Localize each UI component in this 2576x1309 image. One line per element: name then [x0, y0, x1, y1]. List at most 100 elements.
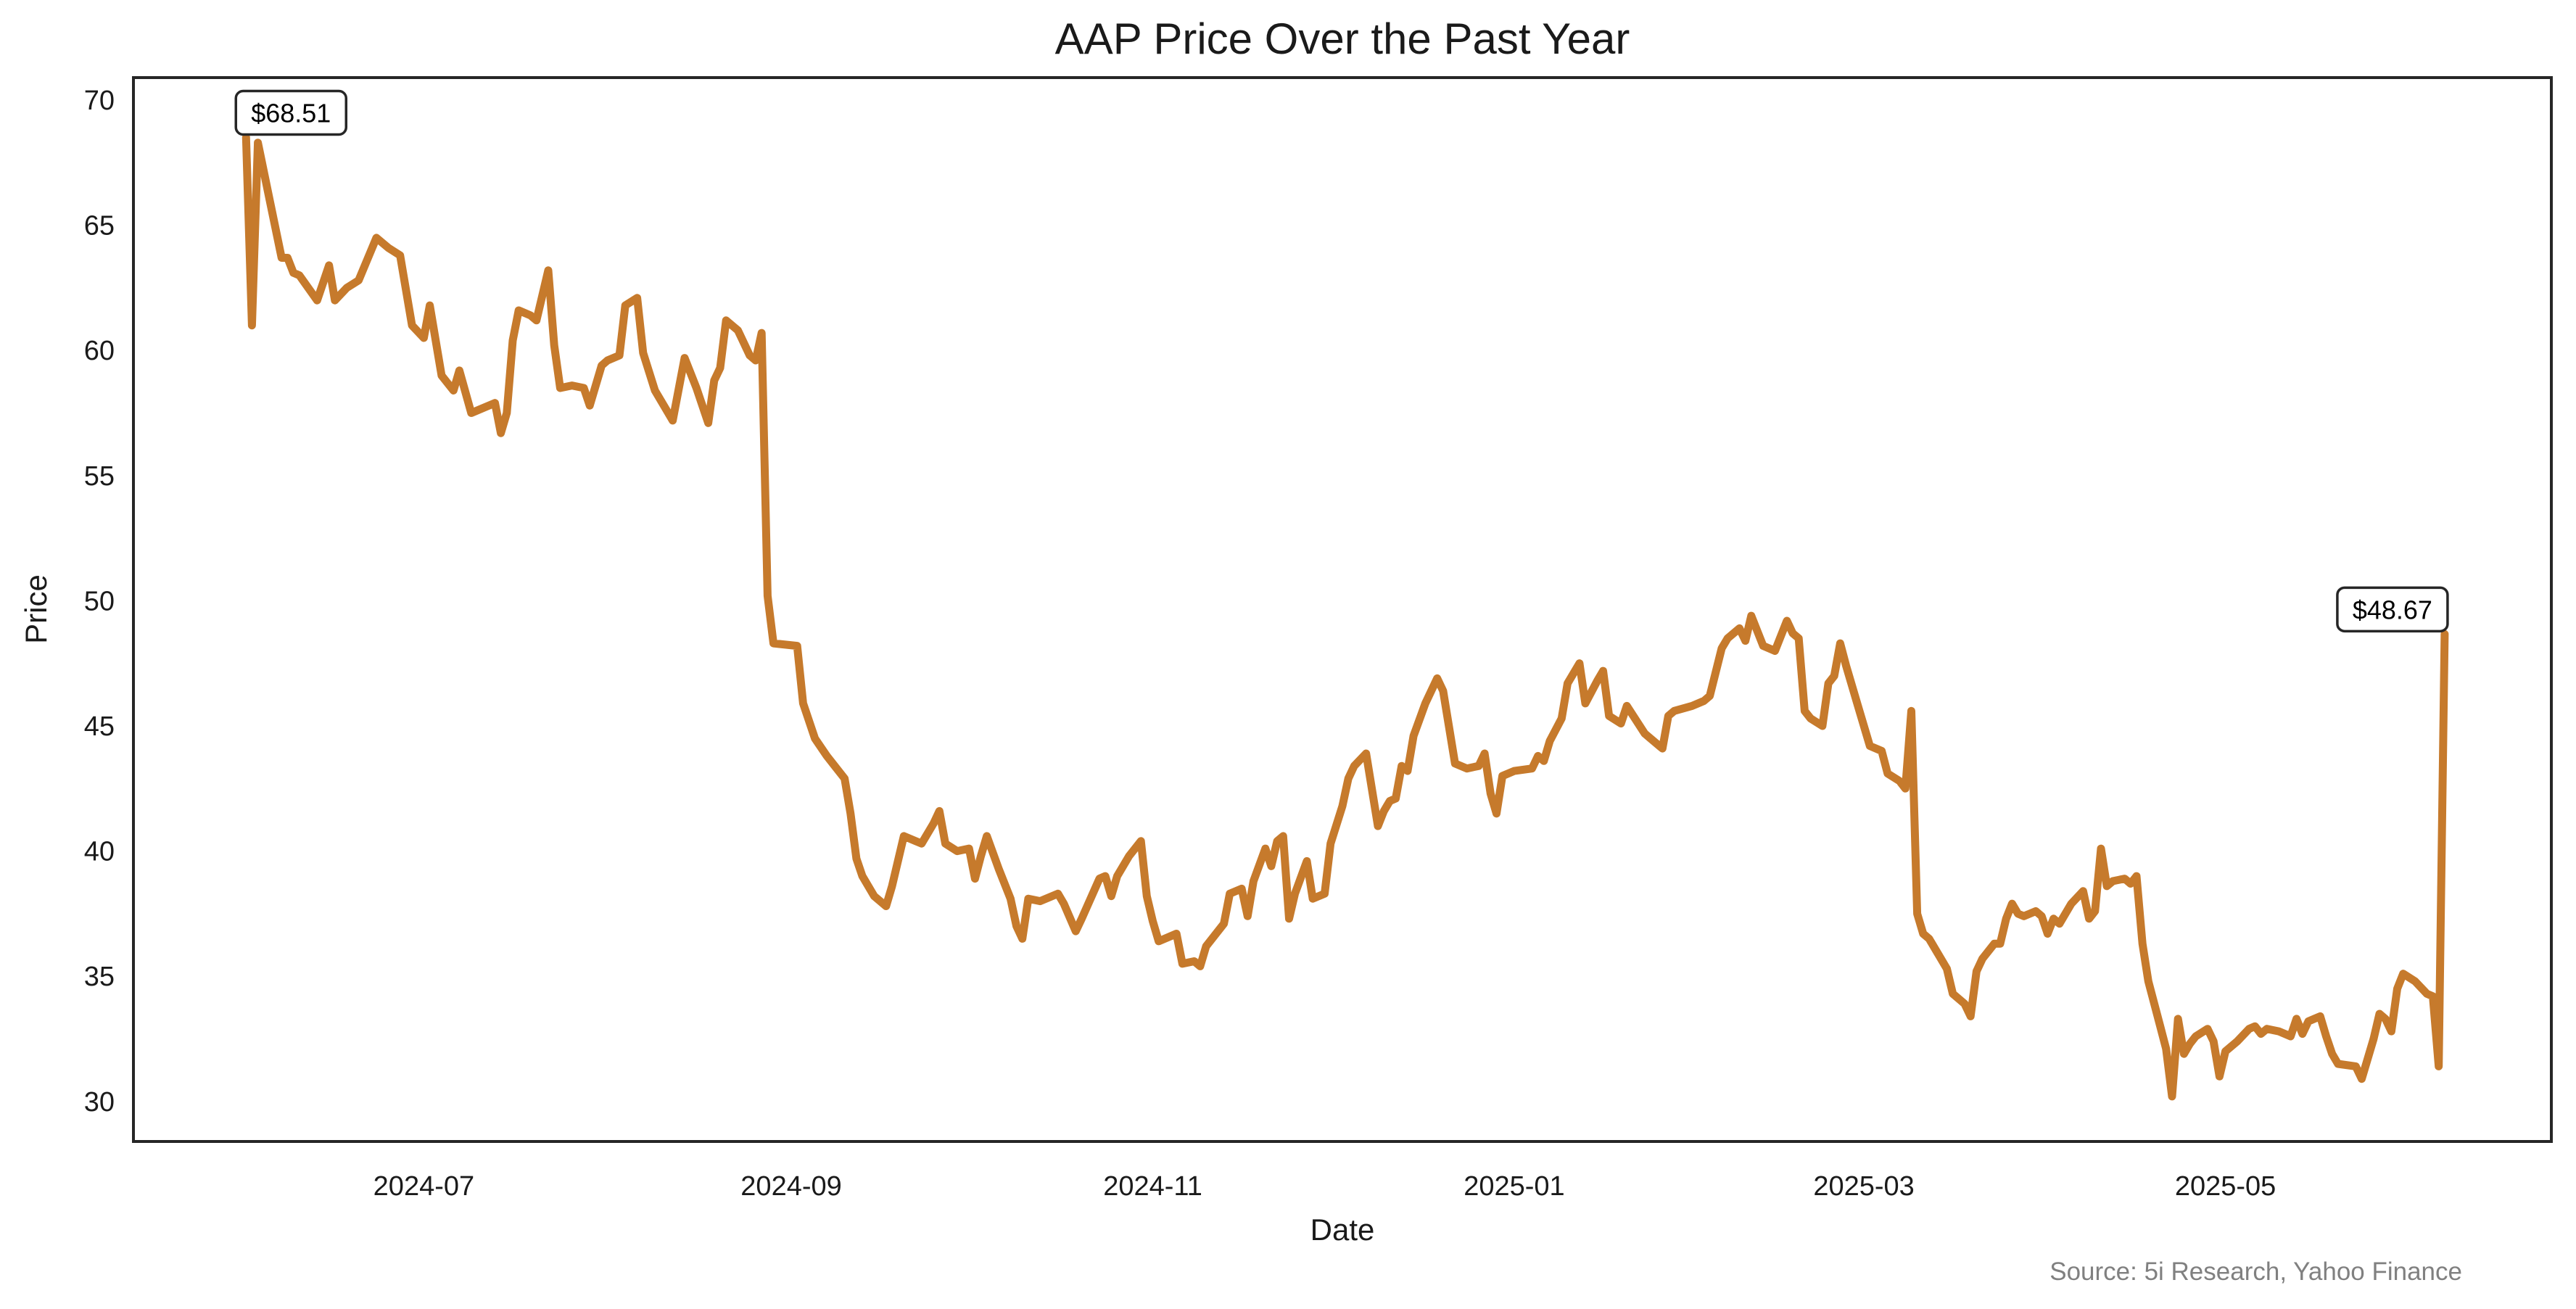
data-point: [2056, 920, 2063, 927]
data-point: [1493, 810, 1500, 817]
data-point: [1013, 923, 1020, 930]
data-point: [1250, 878, 1257, 884]
data-point: [2424, 991, 2430, 997]
data-point: [1748, 613, 1754, 619]
data-point: [966, 846, 973, 852]
data-point: [711, 377, 717, 384]
x-axis-ticks: 2024-07 2024-09 2024-11 2025-01 2025-03 2025-…: [373, 1171, 2276, 1202]
data-point: [735, 327, 741, 334]
data-point: [1392, 796, 1399, 802]
data-point: [2216, 1073, 2223, 1080]
data-point: [2157, 1023, 2163, 1030]
y-axis-ticks: 30 35 40 45 50 55 60 65 70: [84, 86, 115, 1118]
data-point: [551, 342, 558, 349]
data-point: [373, 234, 379, 241]
data-point: [1582, 700, 1588, 706]
data-point: [284, 255, 291, 261]
annotation-label: $68.51: [251, 98, 331, 128]
data-point: [1618, 720, 1625, 727]
data-point: [812, 735, 818, 742]
data-point: [1641, 730, 1648, 737]
data-point: [2263, 1025, 2270, 1032]
data-point: [498, 430, 504, 437]
data-point: [2127, 880, 2134, 887]
x-tick-label: 2024-11: [1103, 1171, 1202, 1202]
data-point: [1772, 648, 1778, 654]
data-point: [1908, 708, 1915, 714]
price-annotation: $48.67: [2336, 586, 2449, 633]
data-point: [1440, 687, 1446, 694]
data-point: [2370, 1036, 2377, 1042]
data-point: [2329, 1051, 2335, 1057]
data-point: [2003, 915, 2010, 922]
data-point: [2033, 908, 2039, 914]
data-point: [2205, 1025, 2210, 1032]
data-point: [1742, 637, 1749, 644]
data-point: [1594, 677, 1601, 684]
data-point: [255, 139, 261, 146]
data-point: [983, 833, 990, 839]
data-point: [1144, 893, 1150, 899]
data-point: [889, 883, 895, 889]
data-point: [249, 322, 255, 329]
data-point: [1535, 753, 1541, 759]
data-point: [936, 808, 943, 814]
data-point: [2287, 1033, 2294, 1039]
data-point: [1381, 808, 1387, 814]
data-point: [278, 255, 285, 261]
data-point: [1097, 875, 1102, 882]
data-point: [409, 322, 416, 329]
data-point: [438, 372, 445, 379]
data-point: [1239, 885, 1245, 892]
data-point: [2377, 1011, 2382, 1017]
data-point: [1991, 941, 1997, 947]
data-point: [2353, 1063, 2359, 1070]
data-point: [2020, 913, 2027, 920]
data-point: [2252, 1023, 2258, 1030]
y-tick-label: 30: [84, 1087, 115, 1118]
data-point: [1796, 635, 1802, 642]
y-tick-label: 65: [84, 211, 115, 241]
data-point: [1126, 853, 1132, 859]
data-point: [883, 903, 889, 909]
data-point: [2394, 986, 2400, 992]
data-point: [2080, 888, 2086, 894]
data-point: [794, 643, 801, 649]
data-point: [331, 297, 338, 304]
data-point: [2039, 913, 2045, 920]
data-point: [1659, 746, 1666, 752]
data-point: [1387, 798, 1393, 804]
data-point: [1054, 891, 1061, 897]
data-point: [1559, 715, 1565, 722]
data-point: [2382, 1015, 2389, 1022]
data-point: [1114, 873, 1120, 880]
data-point: [1339, 803, 1345, 809]
data-point: [616, 352, 623, 359]
data-point: [1007, 896, 1014, 902]
data-point: [1837, 640, 1844, 647]
data-point: [1102, 873, 1109, 880]
data-point: [355, 277, 362, 284]
data-point: [1896, 777, 1903, 784]
data-point: [1902, 785, 1909, 792]
data-point: [1736, 625, 1743, 632]
y-tick-label: 40: [84, 837, 115, 867]
x-axis-label: Date: [1310, 1213, 1375, 1247]
data-point: [1398, 763, 1405, 769]
data-point: [1624, 703, 1630, 709]
y-axis-label: Price: [19, 574, 53, 644]
data-point: [1025, 896, 1031, 902]
data-point: [954, 848, 960, 854]
chart-title: AAP Price Over the Past Year: [1055, 15, 1630, 63]
data-point: [2210, 1038, 2217, 1044]
data-point: [581, 385, 587, 391]
data-point: [2388, 1028, 2395, 1035]
plot-area: $68.51 $48.67: [234, 89, 2449, 1101]
data-point: [1831, 673, 1838, 679]
data-point: [1262, 846, 1268, 852]
data-point: [456, 367, 463, 373]
x-tick-label: 2024-07: [373, 1171, 474, 1202]
data-point: [1949, 991, 1956, 997]
data-point: [2276, 1028, 2282, 1035]
